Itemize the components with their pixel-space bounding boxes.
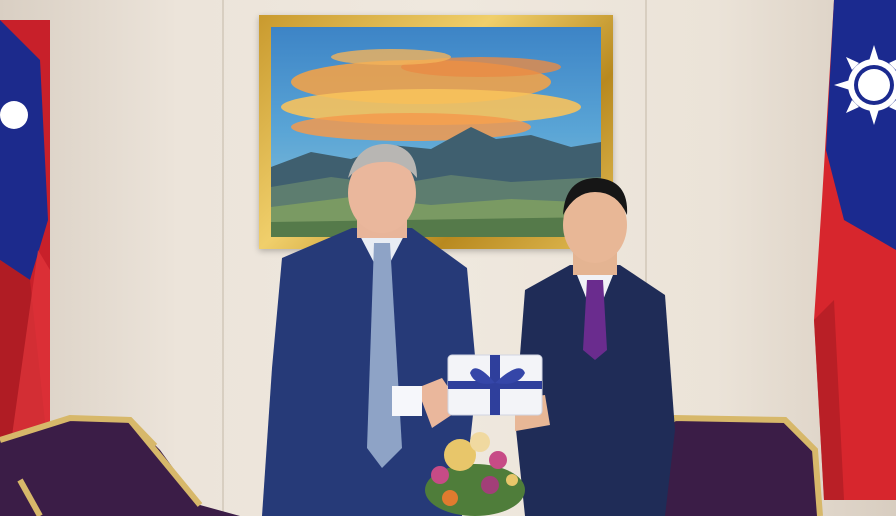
wall-panel-line — [222, 0, 224, 516]
armchair-left — [0, 414, 240, 516]
person-left — [262, 143, 477, 516]
gift-box — [447, 354, 543, 416]
flag-left — [0, 20, 50, 450]
wall-panel-line — [645, 0, 647, 516]
framed-painting — [259, 15, 613, 249]
flag-right — [814, 0, 896, 500]
flower-arrangement — [425, 432, 525, 516]
person-right — [515, 178, 675, 516]
